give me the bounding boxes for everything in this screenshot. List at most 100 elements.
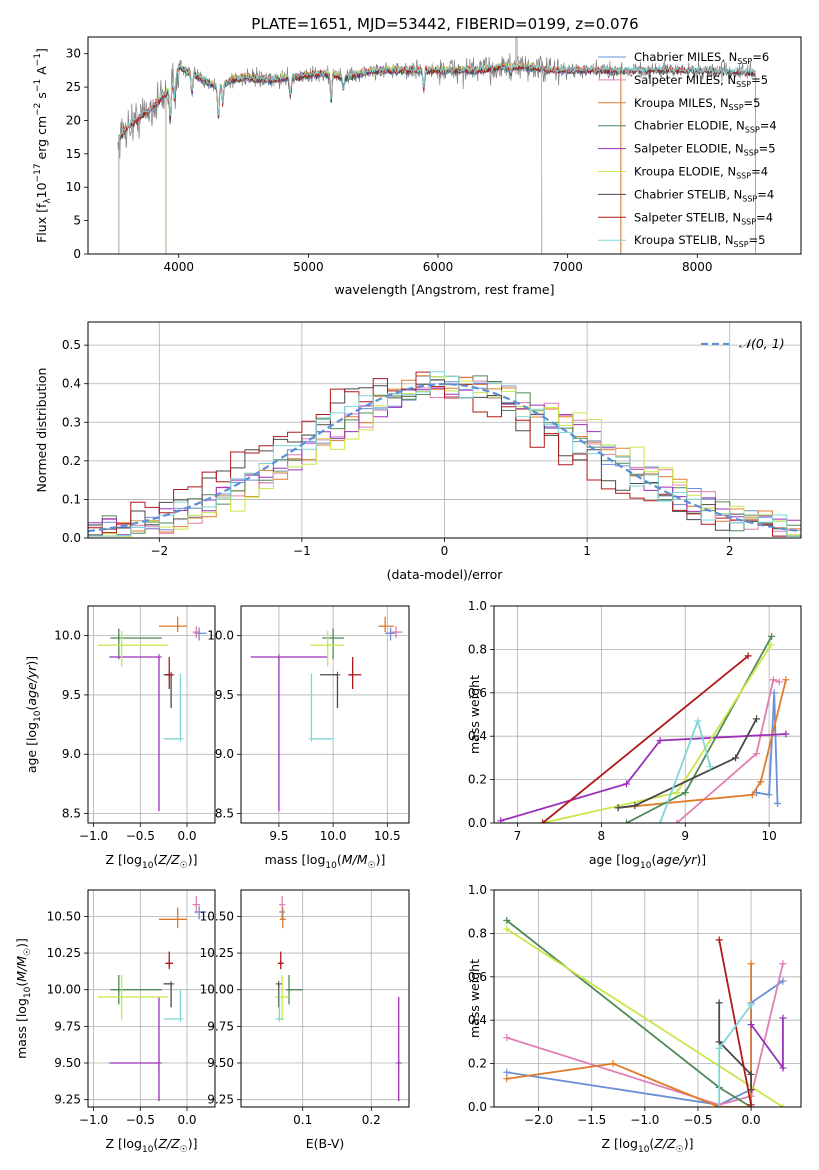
ssp-marker — [779, 1014, 787, 1022]
ssp-marker — [497, 817, 505, 823]
figure-title: PLATE=1651, MJD=53442, FIBERID=0199, z=0… — [251, 15, 638, 33]
ssp-marker — [747, 1101, 755, 1107]
ssp-marker — [747, 1021, 755, 1029]
legend-text: =4 — [757, 187, 774, 201]
y-tick-label: 0.2 — [62, 454, 81, 468]
legend-entry: Chabrier STELIB, NSSP=4 — [634, 187, 774, 203]
ssp-marker — [706, 763, 714, 771]
ssp-line-chabrier-elodie — [503, 916, 755, 1107]
x-tick-label: 10.5 — [374, 829, 401, 843]
ssp-marker — [614, 804, 622, 812]
plot-area-age_vs_mass — [250, 616, 403, 812]
y-tick-label: 10.25 — [200, 946, 234, 960]
legend-text: =5 — [744, 96, 761, 110]
marker — [277, 960, 284, 967]
marker — [286, 986, 292, 993]
errorbar-kroupa-stelib — [275, 989, 284, 1023]
ssp-marker — [747, 1001, 755, 1009]
label-sub: ☉ — [23, 948, 33, 956]
ssp-marker — [747, 1070, 755, 1078]
y-tick-label: 25 — [66, 80, 81, 94]
ssp-marker — [748, 791, 756, 799]
histogram-kroupa-miles — [88, 375, 801, 537]
y-tick-label: 10.00 — [200, 983, 234, 997]
ssp-line-kroupa-elodie — [539, 641, 775, 823]
legend-sub: SSP — [729, 103, 744, 112]
label-part: )] — [376, 852, 386, 867]
errorbar-chabrier-elodie — [286, 975, 303, 1005]
label-part: Z [log — [106, 852, 142, 867]
ssp-marker — [503, 1068, 511, 1076]
label-sub: 10 — [142, 861, 154, 871]
errorbar-salpeter-elodie — [395, 997, 402, 1102]
errorbar-kroupa-elodie — [97, 975, 169, 1021]
y-tick-label: 1.0 — [468, 599, 487, 613]
legend-text: =5 — [751, 73, 768, 87]
legend-sub: SSP — [734, 240, 749, 249]
errorbar-salpeter-stelib — [277, 951, 284, 970]
axes-age_vs_Z: −1.0 −0.5 0.08.59.09.510.0Z [log10(Z/Z☉)]a… — [24, 605, 216, 871]
y-tick-label: 0.1 — [62, 492, 81, 506]
label-sub: ☉ — [180, 861, 188, 871]
x-tick-label: 10 — [761, 829, 776, 843]
label-part: M/M — [14, 956, 29, 982]
y-tick-label: 9.0 — [62, 747, 81, 761]
label-part: )] — [14, 938, 29, 948]
plot-area-weight_vs_age — [497, 632, 790, 823]
ssp-line — [618, 679, 787, 809]
y-tick-label: 10.50 — [200, 909, 234, 923]
errorbar-kroupa-stelib — [163, 989, 184, 1023]
legend-text: Chabrier ELODIE, N — [634, 119, 745, 133]
x-tick-label: 1 — [583, 544, 591, 558]
x-tick-label: −1.5 — [577, 1113, 606, 1127]
marker — [155, 1060, 162, 1067]
errorbar-salpeter-miles — [192, 626, 201, 639]
marker — [349, 671, 356, 678]
y-tick-label: 0.4 — [62, 377, 81, 391]
x-axis-label: wavelength [Angstrom, rest frame] — [334, 282, 554, 297]
y-tick-label: 10.50 — [47, 909, 81, 923]
errorbar-salpeter-miles — [279, 895, 286, 914]
label-part: Z [log — [602, 1136, 638, 1151]
ssp-marker — [744, 652, 752, 660]
errorbar-salpeter-stelib — [165, 951, 173, 970]
ssp-line — [676, 678, 780, 823]
legend-entry: Salpeter STELIB, NSSP=4 — [634, 210, 773, 226]
label-part: M/M — [342, 852, 368, 867]
ssp-marker — [656, 819, 664, 823]
ssp-marker — [623, 780, 631, 788]
label-part: Z/Z — [157, 1136, 180, 1151]
legend-text: Salpeter STELIB, N — [634, 210, 741, 224]
gaussian-curve — [88, 382, 801, 533]
plot-area-mass_vs_EBV — [275, 895, 402, 1102]
y-tick-label: 1.0 — [468, 883, 487, 897]
y-tick-label: 10.0 — [207, 629, 234, 643]
ssp-line — [750, 1018, 784, 1071]
ssp-line — [506, 928, 784, 1107]
x-tick-label: 2 — [726, 544, 734, 558]
y-axis-label: Flux [fλ10−17 erg cm−2 s−1 A−1] — [33, 48, 53, 243]
ssp-marker — [673, 819, 681, 823]
legend-text: Kroupa MILES, N — [634, 96, 729, 110]
label-part: ( — [153, 852, 158, 867]
errorbar-salpeter-miles — [389, 626, 403, 639]
ssp-marker — [779, 1103, 787, 1107]
x-tick-label: 6000 — [423, 260, 454, 274]
errorbar-chabrier-stelib — [275, 980, 282, 1008]
label-part: mass [log — [265, 852, 326, 867]
label-sub: 10 — [23, 986, 33, 998]
ssp-marker — [757, 778, 765, 786]
histogram-salpeter-elodie — [88, 382, 801, 536]
y-axis-label: mass weight — [467, 959, 482, 1038]
x-tick-label: −2 — [150, 544, 168, 558]
label-sup: −17 — [33, 163, 43, 182]
axis-label: mass [log10(M/M☉)] — [14, 938, 33, 1059]
y-axis-label: mass weight — [467, 675, 482, 754]
histogram-kroupa-elodie — [88, 376, 801, 537]
legend-sub: SSP — [742, 194, 757, 203]
y-tick-label: 9.75 — [207, 1019, 234, 1033]
legend-sub: SSP — [736, 80, 751, 89]
x-tick-label: −1.0 — [79, 829, 108, 843]
ssp-marker — [715, 1103, 723, 1107]
